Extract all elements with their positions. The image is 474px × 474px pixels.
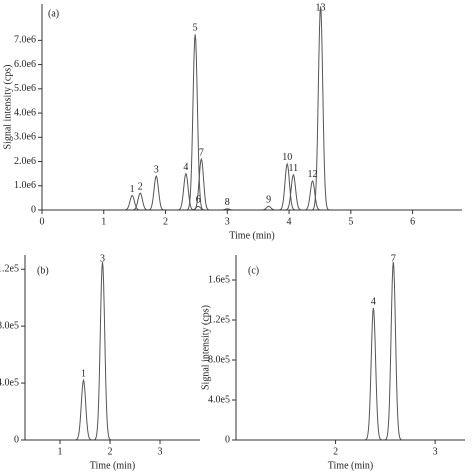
panel-label: (c) [248,265,259,276]
peak-label: 12 [308,169,318,180]
y-tick-label: 6.0e6 [14,59,36,70]
x-axis-label: Time (min) [90,460,135,471]
peak-label: 1 [81,369,86,380]
peak [190,157,213,211]
y-tick-label: 4.0e5 [208,394,230,405]
x-tick-label: 1 [58,446,63,457]
y-tick-label: 4.0e5 [0,377,19,388]
x-tick-label: 1 [101,216,106,227]
peak [174,172,197,211]
x-tick-label: 3 [225,216,230,227]
y-axis-label: Signal intensity (cps) [200,305,211,390]
peak-label: 13 [316,2,326,13]
peak [91,262,114,441]
y-tick-label: 4.0e6 [14,107,36,118]
x-tick-label: 3 [158,446,163,457]
y-tick-label: 0 [14,434,19,445]
x-tick-label: 5 [348,216,353,227]
y-tick-label: 1.2e5 [0,264,19,275]
peak-label: 5 [193,23,198,34]
peak [145,175,168,211]
plot-area [362,261,405,441]
x-axis-label: Time (min) [229,230,274,241]
peak-label: 1 [130,184,135,195]
y-axis-label: Signal intensity (cps) [2,65,13,150]
peak-label: 8 [225,197,230,208]
peak [309,6,332,211]
x-tick-label: 4 [287,216,292,227]
peak-label: 2 [138,181,143,192]
x-tick-label: 2 [333,446,338,457]
y-tick-label: 2.0e6 [14,156,36,167]
peak-label: 6 [196,195,201,206]
x-tick-label: 6 [410,216,415,227]
y-tick-label: 8.0e5 [0,320,19,331]
y-tick-label: 1.6e5 [208,274,230,285]
x-tick-label: 3 [433,446,438,457]
x-axis-label: Time (min) [328,460,373,471]
peak-label: 3 [154,164,159,175]
y-tick-label: 1.2e5 [208,314,230,325]
peak-label: 11 [289,163,299,174]
x-tick-label: 2 [163,216,168,227]
peak [362,307,385,441]
peak-label: 3 [100,253,105,264]
x-tick-label: 2 [108,446,113,457]
peak-label: 9 [266,195,271,206]
y-tick-label: 0 [225,434,230,445]
peak [382,261,405,441]
peak [72,378,95,441]
peak-label: 4 [183,162,188,173]
peak [121,194,144,211]
plot-area [72,262,114,441]
peak-label: 7 [391,253,396,264]
y-tick-label: 7.0e6 [14,35,36,46]
peak [301,179,324,211]
panel-label: (a) [48,8,59,19]
peak-label: 7 [199,147,204,158]
y-tick-label: 3.0e6 [14,132,36,143]
y-tick-label: 5.0e6 [14,83,36,94]
y-tick-label: 8.0e5 [208,354,230,365]
y-tick-label: 0 [31,204,36,215]
peak-label: 10 [282,152,292,163]
peak [282,173,305,211]
peak-label: 4 [371,296,376,307]
y-tick-label: 1.0e6 [14,180,36,191]
peak [257,205,280,211]
x-tick-label: 0 [40,216,45,227]
plot-area [121,6,332,211]
panel-label: (b) [37,265,49,276]
